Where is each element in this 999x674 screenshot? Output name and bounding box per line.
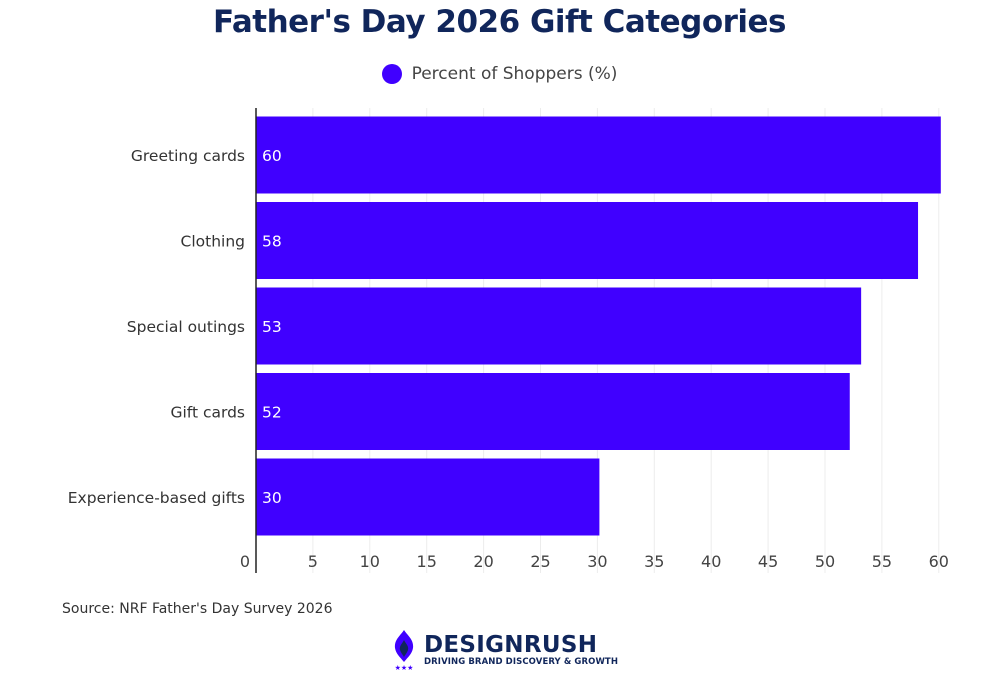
- bar: [256, 458, 600, 536]
- legend-swatch: [381, 64, 402, 84]
- bar-value-label: 58: [262, 233, 282, 251]
- bar-value-label: 60: [262, 147, 282, 165]
- chart-title: Father's Day 2026 Gift Categories: [212, 4, 787, 40]
- svg-text:★★★: ★★★: [395, 664, 414, 672]
- chart-legend: Percent of Shoppers (%): [0, 64, 999, 84]
- brand-logo: ★★★ DESIGNRUSH DRIVING BRAND DISCOVERY &…: [390, 628, 618, 672]
- x-tick-label: 40: [701, 552, 721, 571]
- category-label: Clothing: [181, 233, 245, 251]
- x-tick-label: 55: [872, 552, 892, 571]
- x-axis-ticks: 0 5 10 15 20 25 30 35 40 45 50 55 60: [240, 552, 949, 571]
- x-tick-label: 20: [473, 552, 493, 571]
- bar: [256, 287, 862, 365]
- bar: [256, 373, 850, 450]
- bar-value-label: 53: [262, 318, 282, 336]
- x-tick-label: 0: [240, 552, 250, 571]
- x-tick-label: 25: [530, 552, 550, 571]
- x-tick-label: 50: [815, 552, 835, 571]
- bars: 60 58 53 52 30: [256, 116, 941, 536]
- bar: [256, 202, 919, 279]
- category-label: Gift cards: [170, 404, 245, 422]
- brand-name: DESIGNRUSH: [424, 632, 598, 658]
- x-tick-label: 60: [929, 552, 949, 571]
- category-label: Special outings: [127, 318, 245, 336]
- category-labels: Greeting cards Clothing Special outings Gif…: [68, 147, 245, 507]
- source-note: Source: NRF Father's Day Survey 2026: [62, 601, 333, 617]
- designrush-flame-icon: ★★★: [395, 630, 414, 672]
- bar-chart: 60 58 53 52 30 Greeting cards Clothing Special…: [68, 108, 949, 573]
- brand-tagline: DRIVING BRAND DISCOVERY & GROWTH: [424, 657, 619, 667]
- bar-value-label: 52: [262, 404, 282, 422]
- category-label: Experience-based gifts: [68, 489, 245, 507]
- bar-value-label: 30: [262, 489, 282, 507]
- legend-label: Percent of Shoppers (%): [411, 64, 618, 84]
- x-tick-label: 15: [417, 552, 437, 571]
- bar: [256, 116, 941, 194]
- x-tick-label: 30: [587, 552, 607, 571]
- x-tick-label: 45: [758, 552, 778, 571]
- x-tick-label: 10: [360, 552, 380, 571]
- x-tick-label: 35: [644, 552, 664, 571]
- category-label: Greeting cards: [131, 147, 245, 165]
- x-tick-label: 5: [308, 552, 318, 571]
